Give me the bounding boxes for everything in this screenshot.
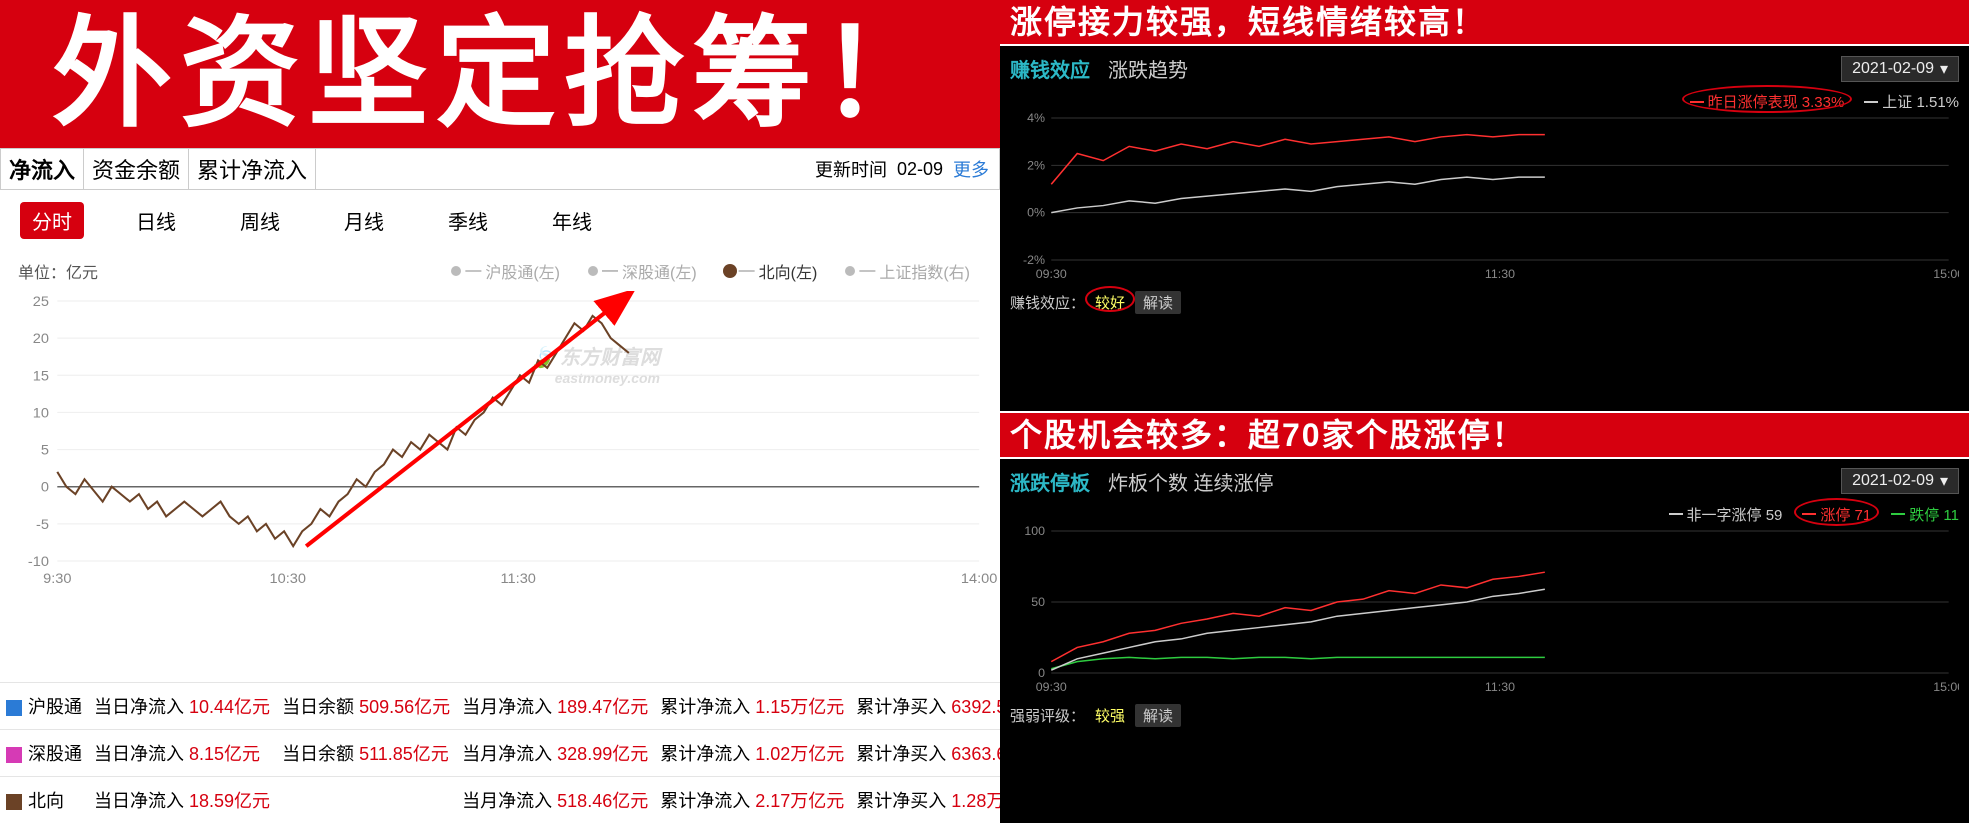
main-chart: 单位：亿元 —沪股通(左)—深股通(左)—北向(左)—上证指数(右) 🍃 东方财… [0,251,1000,682]
svg-text:0%: 0% [1027,206,1045,220]
svg-text:0: 0 [1038,666,1045,680]
chevron-down-icon: ▾ [1940,59,1948,79]
svg-text:-5: -5 [36,517,49,533]
svg-text:11:30: 11:30 [1485,267,1515,281]
svg-text:10:30: 10:30 [270,571,307,587]
table-row: 沪股通当日净流入 10.44亿元当日余额 509.56亿元当月净流入 189.4… [0,683,1058,730]
legend-item: 昨日涨停表现 3.33% [1690,91,1845,112]
panel-sub: 涨跌趋势 [1108,54,1188,83]
svg-text:-2%: -2% [1023,253,1045,267]
foot-val: 较强 [1095,708,1125,725]
svg-text:100: 100 [1024,525,1045,538]
svg-text:11:30: 11:30 [1485,680,1515,694]
sentiment-banner: 涨停接力较强，短线情绪较高！ [1000,0,1969,44]
svg-text:10: 10 [33,406,49,422]
date-picker[interactable]: 2021-02-09 ▾ [1841,56,1959,82]
time-tab-1[interactable]: 日线 [124,202,188,239]
foot-val: 较好 [1095,295,1125,312]
time-tab-4[interactable]: 季线 [436,202,500,239]
legend-item: —沪股通(左) [451,259,560,283]
svg-text:11:30: 11:30 [501,571,536,587]
legend-item: 跌停 11 [1891,504,1959,525]
outer-tab-2[interactable]: 累计净流入 [189,149,316,189]
outer-tabs: 净流入资金余额累计净流入 更新时间 02-09 更多 [0,148,1000,190]
stocks-banner: 个股机会较多：超70家个股涨停！ [1000,413,1969,457]
svg-text:0: 0 [41,480,49,496]
svg-text:09:30: 09:30 [1036,267,1067,281]
time-tab-5[interactable]: 年线 [540,202,604,239]
time-tabs: 分时 日线 周线 月线 季线 年线 [0,190,1000,251]
legend-item: 非一字涨停 59 [1669,504,1783,525]
svg-text:50: 50 [1031,595,1045,609]
svg-text:2%: 2% [1027,159,1045,173]
panel-sub: 炸板个数 连续涨停 [1108,467,1274,496]
foot-label: 赚钱效应： [1010,292,1085,313]
outer-tab-0[interactable]: 净流入 [1,149,84,189]
legend-item: —北向(左) [725,259,818,283]
svg-text:-10: -10 [28,554,49,570]
more-link[interactable]: 更多 [953,156,989,182]
explain-button[interactable]: 解读 [1135,291,1181,314]
stocks-panel: 涨跌停板炸板个数 连续涨停 2021-02-09 ▾ 非一字涨停 59 涨停 71 跌停… [1000,459,1969,823]
unit-label: 单位：亿元 [18,259,98,283]
chevron-down-icon: ▾ [1940,471,1948,491]
time-tab-0[interactable]: 分时 [20,202,84,239]
update-date: 02-09 [897,159,943,180]
legend-item: —上证指数(右) [845,259,970,283]
svg-text:14:00: 14:00 [961,571,998,587]
update-label: 更新时间 [815,156,887,182]
date-picker[interactable]: 2021-02-09 ▾ [1841,468,1959,494]
svg-text:9:30: 9:30 [43,571,71,587]
panel-title[interactable]: 赚钱效应 [1010,54,1090,83]
explain-button[interactable]: 解读 [1135,704,1181,727]
legend-item: 涨停 71 [1802,504,1871,525]
summary-table: 沪股通当日净流入 10.44亿元当日余额 509.56亿元当月净流入 189.4… [0,682,1058,823]
outer-tab-1[interactable]: 资金余额 [84,149,189,189]
svg-text:20: 20 [33,331,49,347]
svg-text:15: 15 [33,369,49,385]
table-row: 北向当日净流入 18.59亿元当月净流入 518.46亿元累计净流入 2.17万… [0,777,1058,823]
svg-text:15:00: 15:00 [1933,267,1959,281]
sentiment-panel: 赚钱效应涨跌趋势 2021-02-09 ▾ 昨日涨停表现 3.33% 上证 1.51%… [1000,46,1969,411]
svg-text:5: 5 [41,443,49,459]
time-tab-3[interactable]: 月线 [332,202,396,239]
panel-title[interactable]: 涨跌停板 [1010,467,1090,496]
time-tab-2[interactable]: 周线 [228,202,292,239]
svg-text:4%: 4% [1027,112,1045,125]
legend-item: 上证 1.51% [1864,91,1959,112]
main-banner: 外资坚定抢筹！ [0,0,1000,148]
svg-text:09:30: 09:30 [1036,680,1067,694]
svg-text:25: 25 [33,294,49,310]
svg-text:15:00: 15:00 [1933,680,1959,694]
foot-label: 强弱评级： [1010,705,1085,726]
legend-item: —深股通(左) [588,259,697,283]
table-row: 深股通当日净流入 8.15亿元当日余额 511.85亿元当月净流入 328.99… [0,730,1058,777]
